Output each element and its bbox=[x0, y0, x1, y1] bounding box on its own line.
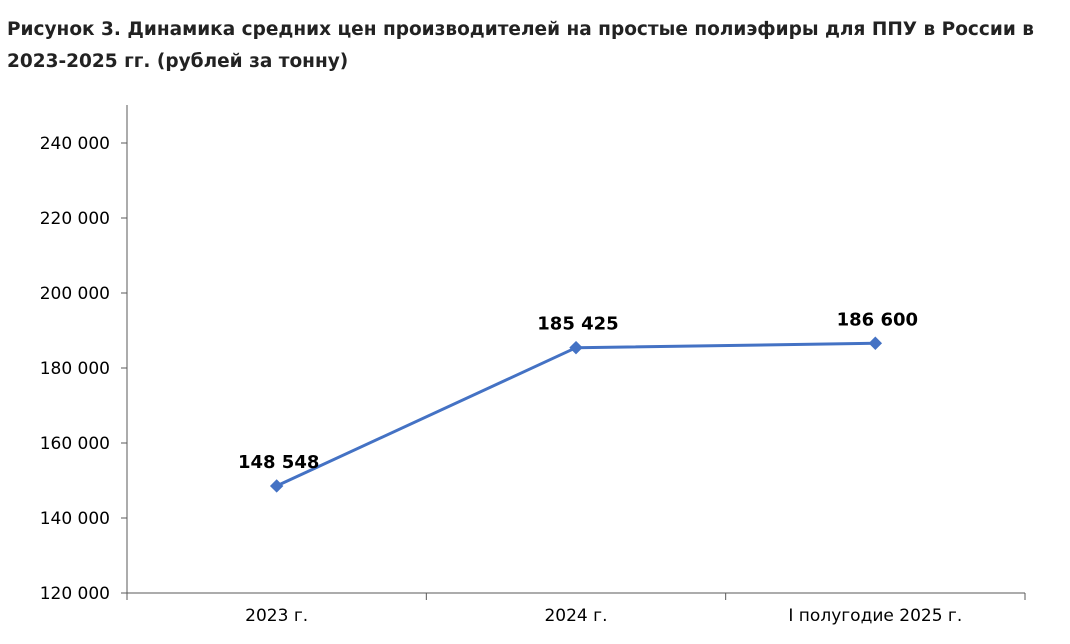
data-labels: 148 548 185 425 186 600 bbox=[238, 309, 918, 473]
y-axis-ticks: 120 000 140 000 160 000 180 000 200 000 220 0… bbox=[40, 134, 127, 604]
data-label: 186 600 bbox=[837, 309, 918, 330]
y-tick-label: 140 000 bbox=[40, 509, 110, 529]
x-tick-label: I полугодие 2025 г. bbox=[788, 606, 962, 626]
chart-title: Рисунок 3. Динамика средних цен производ… bbox=[7, 19, 1034, 72]
y-tick-label: 200 000 bbox=[40, 284, 110, 304]
y-tick-label: 120 000 bbox=[40, 584, 110, 604]
x-tick-label: 2024 г. bbox=[544, 606, 607, 626]
data-label: 148 548 bbox=[238, 452, 319, 473]
y-tick-label: 160 000 bbox=[40, 434, 110, 454]
data-label: 185 425 bbox=[537, 314, 618, 335]
series-line bbox=[276, 341, 876, 488]
y-tick-label: 240 000 bbox=[40, 134, 110, 154]
x-tick-label: 2023 г. bbox=[245, 606, 308, 626]
data-point-marker bbox=[269, 479, 284, 493]
data-point-marker bbox=[868, 336, 883, 350]
chart-axes bbox=[121, 105, 1025, 594]
series-group bbox=[269, 336, 883, 493]
x-axis-ticks: 2023 г. 2024 г. I полугодие 2025 г. bbox=[126, 593, 1026, 626]
y-tick-label: 220 000 bbox=[40, 209, 110, 229]
data-point-marker bbox=[569, 340, 583, 355]
y-tick-label: 180 000 bbox=[40, 359, 110, 379]
